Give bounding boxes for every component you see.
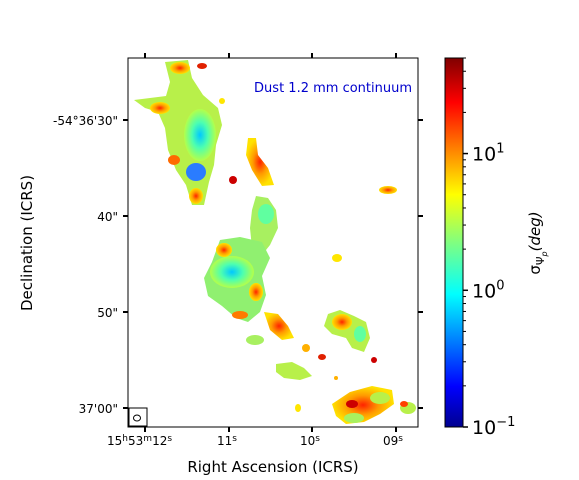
map-core (186, 163, 206, 181)
map-core (344, 413, 364, 423)
x-tick-label: 10s (300, 434, 320, 448)
colorbar-gradient (444, 57, 464, 428)
map-clump (264, 312, 294, 340)
map-core (210, 256, 254, 288)
map-clump (302, 344, 310, 352)
y-axis-title: Declination (ICRS) (18, 175, 36, 311)
map-clump (334, 376, 338, 380)
plot-frame (127, 57, 419, 428)
y-tick-label: 40" (97, 210, 118, 224)
map-core (258, 204, 274, 224)
beam-ellipse (133, 414, 141, 422)
map-core (332, 314, 352, 330)
map-clump (371, 357, 377, 363)
map-core (216, 243, 232, 257)
map-core (370, 392, 390, 404)
map-core (232, 311, 248, 319)
colorbar-title: σΨp(deg) (526, 211, 549, 274)
map-core (150, 102, 170, 114)
map-core (184, 109, 216, 161)
map-clump (246, 335, 264, 345)
polarization-map (134, 60, 416, 424)
map-clump (219, 98, 225, 104)
map-core (168, 155, 180, 165)
map-clump (318, 354, 326, 360)
map-clump (400, 401, 408, 407)
colorbar: 10−1 100 101 σΨp(deg) (444, 57, 549, 439)
x-tick-label: 11s (217, 434, 237, 448)
map-clump (246, 138, 274, 186)
map-core (249, 283, 263, 301)
colorbar-tick-label: 10−1 (472, 415, 515, 439)
map-core (170, 62, 190, 74)
y-tick-label: 37'00" (79, 402, 118, 416)
map-clump (276, 362, 312, 380)
colorbar-minor-ticks (463, 57, 466, 387)
colorbar-tick-label: 100 (472, 278, 504, 302)
map-panel: 15h53m12s 11s 10s 09s -54°36'30" 40" 50"… (18, 53, 423, 476)
map-core (346, 400, 358, 408)
y-tick-label: 50" (97, 306, 118, 320)
y-ticks (123, 119, 423, 409)
x-axis-title: Right Ascension (ICRS) (187, 458, 358, 476)
map-clump (197, 63, 207, 69)
beam-marker (128, 407, 148, 427)
colorbar-tick-labels: 10−1 100 101 (472, 142, 515, 439)
map-core (189, 188, 203, 204)
y-tick-label: -54°36'30" (53, 114, 118, 128)
map-clump (332, 254, 342, 262)
x-ticks (144, 53, 397, 432)
map-core (354, 326, 366, 342)
x-tick-label: 09s (383, 434, 403, 448)
beam-box (128, 407, 148, 427)
colorbar-major-ticks (463, 152, 468, 428)
map-clump (229, 176, 237, 184)
map-clump (379, 186, 397, 194)
colorbar-tick-label: 101 (472, 142, 504, 166)
annotation-label: Dust 1.2 mm continuum (254, 81, 412, 96)
map-clump (295, 404, 301, 412)
x-tick-label: 15h53m12s (107, 434, 172, 448)
